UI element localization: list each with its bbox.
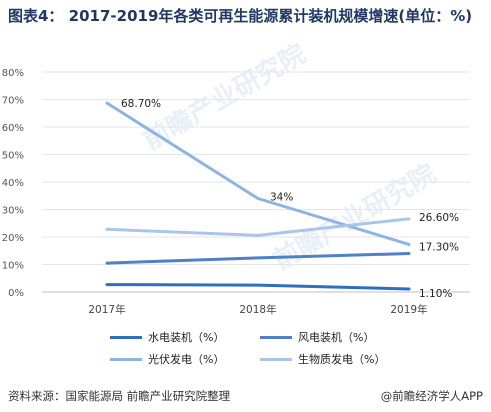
series-line	[105, 101, 411, 246]
legend-swatch	[260, 335, 292, 339]
legend-swatch	[110, 335, 142, 339]
source-note: 资料来源：国家能源局 前瞻产业研究院整理	[8, 389, 231, 403]
line-chart: 前瞻产业研究院 前瞻产业研究院 0%10%20%30%40%50%60%70%8…	[2, 38, 470, 316]
legend-item: 水电装机（%）	[110, 328, 224, 346]
legend-item: 生物质发电（%）	[260, 350, 385, 368]
legend-swatch	[260, 357, 292, 361]
data-label: 26.60%	[419, 212, 459, 224]
chart-title: 图表4： 2017-2019年各类可再生能源累计装机规模增速(单位：%)	[8, 7, 473, 25]
legend-label: 风电装机（%）	[298, 331, 375, 344]
x-tick-label: 2019年	[390, 303, 427, 316]
series-line	[105, 252, 411, 265]
y-tick-label: 10%	[2, 261, 24, 272]
y-tick-label: 70%	[2, 96, 24, 107]
x-axis: 2017年 2018年 2019年	[88, 303, 427, 316]
x-tick-label: 2018年	[239, 303, 276, 316]
series-line	[105, 217, 411, 237]
y-tick-label: 0%	[8, 288, 24, 299]
y-tick-label: 50%	[2, 151, 24, 162]
data-labels: 1.10% 68.70% 34% 17.30% 26.60%	[121, 98, 459, 300]
watermark-text: 前瞻产业研究院	[268, 158, 441, 276]
gridlines	[42, 71, 470, 293]
legend-label: 生物质发电（%）	[298, 353, 386, 366]
brand-credit: @前瞻经济学人APP	[380, 389, 483, 403]
y-tick-label: 80%	[2, 68, 24, 79]
y-tick-label: 40%	[2, 178, 24, 189]
y-tick-label: 60%	[2, 123, 24, 134]
y-tick-label: 30%	[2, 206, 24, 217]
y-axis: 0% 10% 20% 30% 40% 50% 60% 70% 80%	[2, 68, 24, 299]
data-label: 17.30%	[419, 241, 459, 253]
legend-item: 光伏发电（%）	[110, 350, 224, 368]
legend-label: 光伏发电（%）	[148, 353, 225, 366]
y-tick-label: 20%	[2, 233, 24, 244]
data-label: 1.10%	[419, 288, 452, 300]
data-label: 34%	[270, 192, 293, 204]
data-label: 68.70%	[121, 98, 161, 110]
legend-swatch	[110, 357, 142, 361]
legend-item: 风电装机（%）	[260, 328, 374, 346]
x-tick-label: 2017年	[88, 303, 125, 316]
series-line	[105, 283, 411, 291]
series-lines	[105, 101, 411, 291]
legend-label: 水电装机（%）	[148, 331, 225, 344]
